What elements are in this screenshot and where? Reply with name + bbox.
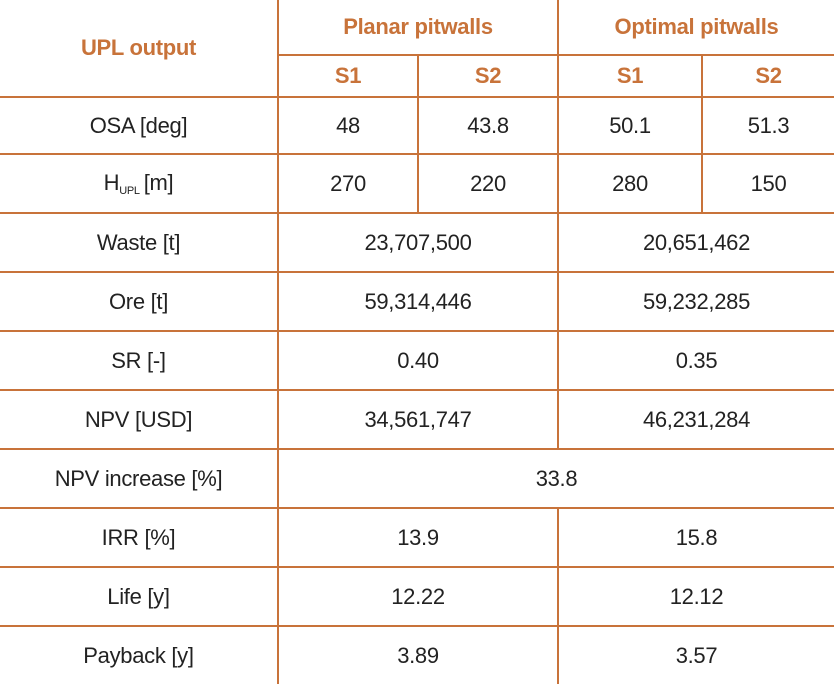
cell-npv-increase: 33.8 [277, 448, 834, 509]
table-row-irr: IRR [%] 13.9 15.8 [0, 507, 834, 568]
cell-irr-planar: 13.9 [277, 507, 559, 568]
table-row-npv: NPV [USD] 34,561,747 46,231,284 [0, 389, 834, 450]
group-header-optimal: Optimal pitwalls [557, 0, 834, 56]
cell-sr-planar: 0.40 [277, 330, 559, 391]
cell-h-upl-planar-s1: 270 [277, 153, 419, 214]
cell-sr-optimal: 0.35 [557, 330, 834, 391]
header-row-scenarios: S1 S2 S1 S2 [0, 54, 834, 98]
table-row-life: Life [y] 12.22 12.12 [0, 566, 834, 627]
header-row-groups: UPL output Planar pitwalls Optimal pitwa… [0, 0, 834, 98]
group-header-planar: Planar pitwalls [277, 0, 559, 56]
table-row-payback: Payback [y] 3.89 3.57 [0, 625, 834, 684]
table-row-sr: SR [-] 0.40 0.35 [0, 330, 834, 391]
h-upl-symbol: H [103, 170, 120, 195]
row-label-header: UPL output [0, 0, 279, 98]
scenario-header-optimal-s2: S2 [701, 54, 834, 98]
row-label-sr: SR [-] [0, 330, 279, 391]
cell-h-upl-optimal-s2: 150 [701, 153, 834, 214]
row-label-waste: Waste [t] [0, 212, 279, 273]
cell-ore-optimal: 59,232,285 [557, 271, 834, 332]
cell-osa-optimal-s2: 51.3 [701, 96, 834, 155]
row-label-life: Life [y] [0, 566, 279, 627]
row-label-h-upl: HUPL [m] [0, 153, 279, 214]
table-row-ore: Ore [t] 59,314,446 59,232,285 [0, 271, 834, 332]
cell-h-upl-optimal-s1: 280 [557, 153, 703, 214]
cell-osa-planar-s2: 43.8 [417, 96, 559, 155]
cell-npv-planar: 34,561,747 [277, 389, 559, 450]
row-label-osa: OSA [deg] [0, 96, 279, 155]
h-upl-subscript: UPL [119, 185, 140, 197]
cell-life-optimal: 12.12 [557, 566, 834, 627]
cell-osa-planar-s1: 48 [277, 96, 419, 155]
cell-npv-optimal: 46,231,284 [557, 389, 834, 450]
cell-waste-planar: 23,707,500 [277, 212, 559, 273]
row-label-npv: NPV [USD] [0, 389, 279, 450]
cell-life-planar: 12.22 [277, 566, 559, 627]
cell-payback-optimal: 3.57 [557, 625, 834, 684]
scenario-header-optimal-s1: S1 [557, 54, 703, 98]
cell-h-upl-planar-s2: 220 [417, 153, 559, 214]
row-label-irr: IRR [%] [0, 507, 279, 568]
row-label-npv-increase: NPV increase [%] [0, 448, 279, 509]
table-row-osa: OSA [deg] 48 43.8 50.1 51.3 [0, 96, 834, 155]
row-label-payback: Payback [y] [0, 625, 279, 684]
row-label-ore: Ore [t] [0, 271, 279, 332]
table-row-npv-increase: NPV increase [%] 33.8 [0, 448, 834, 509]
table-row-waste: Waste [t] 23,707,500 20,651,462 [0, 212, 834, 273]
scenario-header-planar-s2: S2 [417, 54, 559, 98]
cell-payback-planar: 3.89 [277, 625, 559, 684]
scenario-header-planar-s1: S1 [278, 54, 419, 98]
cell-osa-optimal-s1: 50.1 [557, 96, 703, 155]
table-row-h-upl: HUPL [m] 270 220 280 150 [0, 153, 834, 214]
cell-irr-optimal: 15.8 [557, 507, 834, 568]
cell-ore-planar: 59,314,446 [277, 271, 559, 332]
h-upl-unit: [m] [143, 170, 174, 195]
cell-waste-optimal: 20,651,462 [557, 212, 834, 273]
